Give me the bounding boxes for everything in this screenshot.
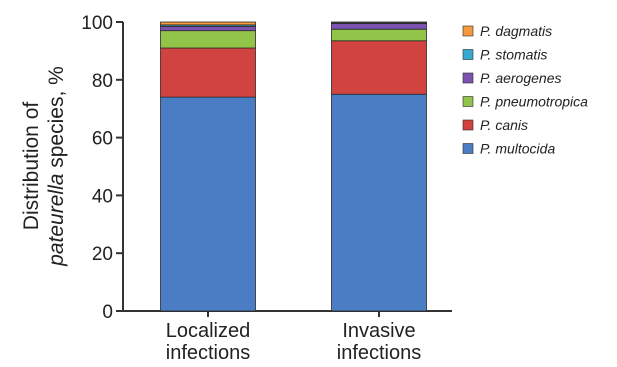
y-tick-label: 20 (92, 244, 113, 265)
legend-swatch (462, 96, 474, 107)
y-tick-label: 0 (102, 302, 113, 323)
bar-segment (160, 21, 256, 26)
bar-segment (331, 93, 427, 312)
y-axis-title-line2: pateurella species, % (45, 66, 68, 267)
y-tick-label: 100 (81, 13, 113, 34)
legend-label: P. canis (480, 117, 528, 133)
bar-segment (160, 25, 256, 32)
bar-segment (331, 40, 427, 95)
y-axis-title-line1: Distribution of (20, 102, 43, 231)
axes: 020406080100LocalizedinfectionsInvasivei… (81, 13, 452, 364)
x-category-label: infections (166, 342, 251, 364)
legend-swatch (462, 119, 474, 131)
legend-swatch (462, 49, 474, 60)
legend-swatch (462, 143, 474, 154)
bar-segment (331, 28, 427, 42)
y-axis-title-rest: species, % (45, 66, 68, 173)
legend-label: P. dagmatis (480, 23, 552, 39)
bar-segment (331, 21, 427, 24)
bars (160, 21, 427, 312)
bar-segment (160, 96, 256, 312)
legend-label: P. aerogenes (480, 70, 561, 86)
bar-segment (160, 47, 256, 98)
bar-segment (331, 23, 427, 30)
x-category-label: Invasive (342, 320, 415, 342)
y-tick-label: 80 (92, 71, 113, 92)
legend: P. dagmatis P. stomatis P. aerogenes P. pne… (462, 23, 588, 157)
legend-label: P. multocida (480, 141, 555, 157)
y-axis-title-italic: pateurella (45, 174, 68, 267)
y-tick-label: 60 (92, 129, 113, 150)
x-category-label: Localized (166, 320, 251, 342)
bar-segment (160, 30, 256, 49)
legend-swatch (462, 25, 474, 37)
y-axis-title: Distribution of pateurella species, % (20, 66, 68, 267)
y-tick-label: 40 (92, 186, 113, 207)
legend-label: P. pneumotropica (480, 94, 588, 110)
x-category-label: infections (337, 342, 422, 364)
legend-label: P. stomatis (480, 47, 547, 63)
legend-swatch (462, 72, 474, 84)
